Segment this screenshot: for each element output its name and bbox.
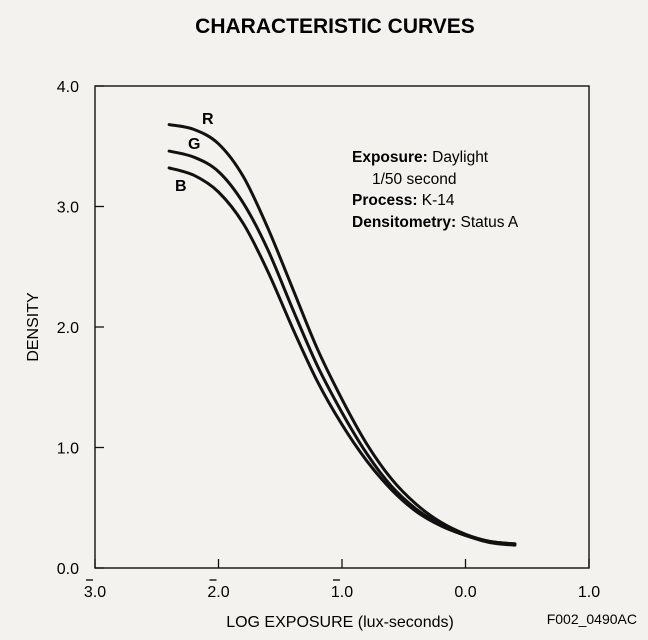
x-axis-label: LOG EXPOSURE (lux-seconds) <box>226 614 454 631</box>
plot-frame <box>94 85 590 569</box>
series-line-r <box>167 123 517 546</box>
x-tick-label: 1.0 <box>331 584 353 601</box>
curve-series <box>167 123 517 547</box>
y-tick-label: 3.0 <box>57 200 79 217</box>
exposure-notes: Exposure: Daylight 1/50 second Process: … <box>352 149 519 231</box>
y-tick-label: 1.0 <box>57 441 79 458</box>
x-tick-label: 1.0 <box>578 584 600 601</box>
y-tick-label: 0.0 <box>57 561 79 578</box>
y-tick-label: 4.0 <box>57 79 79 96</box>
note-shutter: 1/50 second <box>372 171 456 188</box>
y-tick-label: 2.0 <box>57 320 79 337</box>
x-tick-label: 3.0 <box>84 584 106 601</box>
y-axis-label: DENSITY <box>25 292 42 362</box>
figure-code: F002_0490AC <box>547 611 637 627</box>
x-tick-label: 0.0 <box>454 584 476 601</box>
x-tick-label: 2.0 <box>207 584 229 601</box>
series-label-r: R <box>202 111 214 128</box>
note-exposure: Exposure: Daylight <box>352 149 489 166</box>
y-axis-ticks: 0.0 1.0 2.0 3.0 4.0 <box>57 79 104 578</box>
x-axis-ticks: 3.0 2.0 1.0 0.0 1.0 <box>84 559 600 601</box>
note-process: Process: K-14 <box>352 192 455 209</box>
note-densitometry: Densitometry: Status A <box>352 214 519 231</box>
series-line-g <box>167 149 517 546</box>
series-label-b: B <box>175 178 187 195</box>
series-line-b <box>167 166 517 547</box>
chart-title: CHARACTERISTIC CURVES <box>195 15 475 38</box>
series-label-g: G <box>188 136 200 153</box>
